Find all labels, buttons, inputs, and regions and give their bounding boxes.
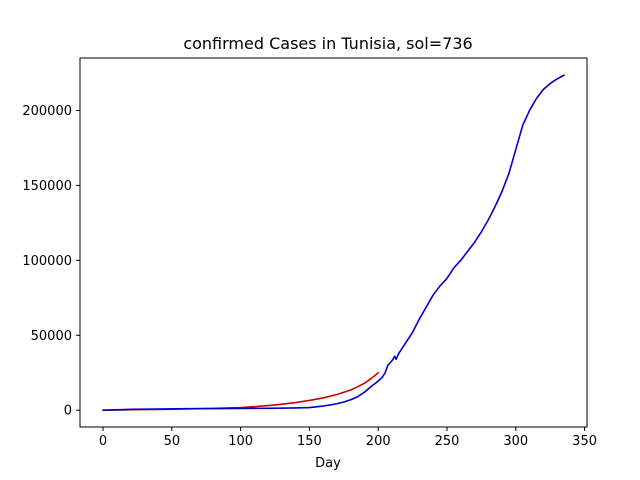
y-tick-label: 200000 [22, 104, 72, 119]
x-tick-label: 0 [99, 434, 107, 449]
chart-title: confirmed Cases in Tunisia, sol=736 [183, 34, 472, 53]
x-tick-label: 300 [503, 434, 528, 449]
y-tick-label: 100000 [22, 254, 72, 269]
x-axis-label: Day [315, 456, 341, 471]
axes-frame [79, 57, 588, 428]
y-tick-label: 0 [64, 404, 72, 419]
x-tick-label: 50 [164, 434, 181, 449]
y-tick-label: 150000 [22, 179, 72, 194]
y-tick-label: 50000 [31, 329, 72, 344]
x-tick-label: 200 [366, 434, 391, 449]
x-tick-label: 250 [435, 434, 460, 449]
x-tick-label: 350 [572, 434, 597, 449]
plot-area: 0 50 100 150 200 250 300 350 0 50000 100000 150000 2… [22, 57, 597, 449]
x-tick-label: 150 [297, 434, 322, 449]
series-line-2 [102, 74, 565, 412]
x-tick-label: 100 [228, 434, 253, 449]
